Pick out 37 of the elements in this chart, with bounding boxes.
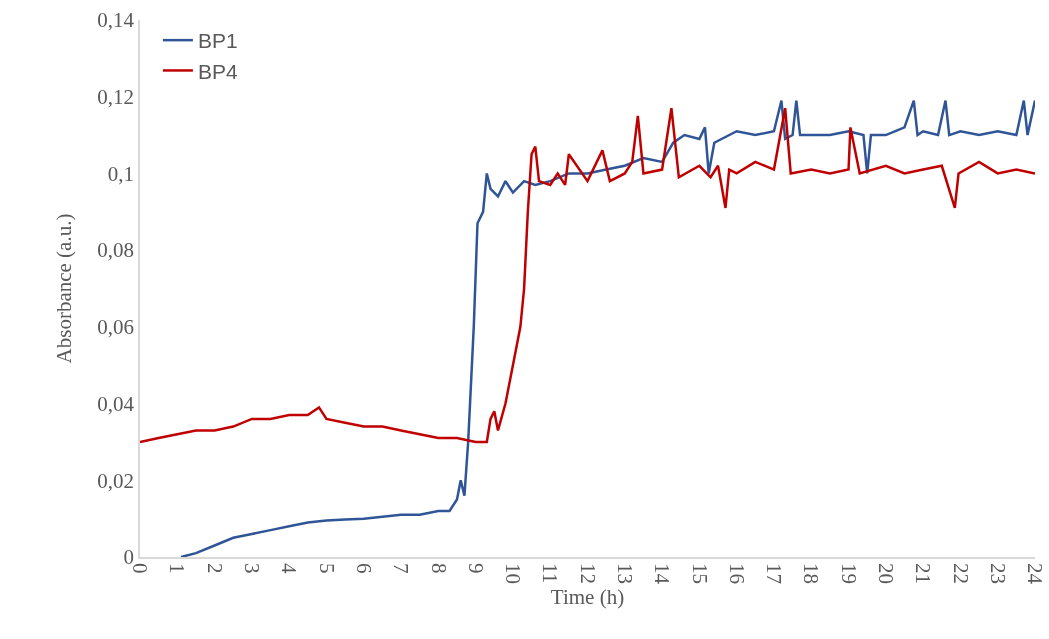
x-tick-label: 22 xyxy=(948,562,973,584)
y-tick-label: 0,14 xyxy=(97,8,135,33)
y-axis-title: Absorbance (a.u.) xyxy=(51,213,76,364)
y-tick-label: 0,06 xyxy=(97,315,135,340)
x-tick-label: 19 xyxy=(836,562,861,584)
y-tick-label: 0,02 xyxy=(97,468,135,493)
x-tick-label: 6 xyxy=(351,562,376,574)
x-tick-label: 2 xyxy=(202,562,227,574)
line-series xyxy=(179,99,1035,557)
x-tick-label: 17 xyxy=(762,562,787,584)
legend-label: BP1 xyxy=(197,29,238,53)
x-tick-label: 9 xyxy=(463,562,488,574)
x-tick-label: 5 xyxy=(314,562,339,574)
x-tick-label: 7 xyxy=(389,562,414,574)
x-tick-label: 24 xyxy=(1023,562,1048,585)
x-tick-label: 18 xyxy=(799,562,824,584)
x-tick-label: 13 xyxy=(612,562,637,584)
y-tick-label: 0,04 xyxy=(97,391,135,416)
y-tick-label: 0,1 xyxy=(107,161,135,186)
x-tick-label: 15 xyxy=(687,562,712,584)
x-tick-label: 12 xyxy=(575,562,600,584)
x-axis-title: Time (h) xyxy=(550,585,625,610)
x-tick-label: 8 xyxy=(426,562,451,574)
x-tick-label: 21 xyxy=(911,562,936,584)
y-tick-label: 0,12 xyxy=(97,85,135,110)
x-tick-label: 4 xyxy=(277,562,302,574)
x-tick-label: 1 xyxy=(165,562,190,574)
line-series xyxy=(140,106,1035,444)
x-tick-label: 23 xyxy=(985,562,1010,584)
y-tick-label: 0,08 xyxy=(97,238,135,263)
x-tick-label: 16 xyxy=(724,562,749,584)
x-tick-label: 3 xyxy=(240,562,265,574)
x-tick-label: 14 xyxy=(650,562,675,585)
x-tick-label: 20 xyxy=(874,562,899,584)
legend-label: BP4 xyxy=(197,59,238,83)
x-tick-label: 10 xyxy=(501,562,526,584)
x-tick-label: 11 xyxy=(538,562,563,584)
